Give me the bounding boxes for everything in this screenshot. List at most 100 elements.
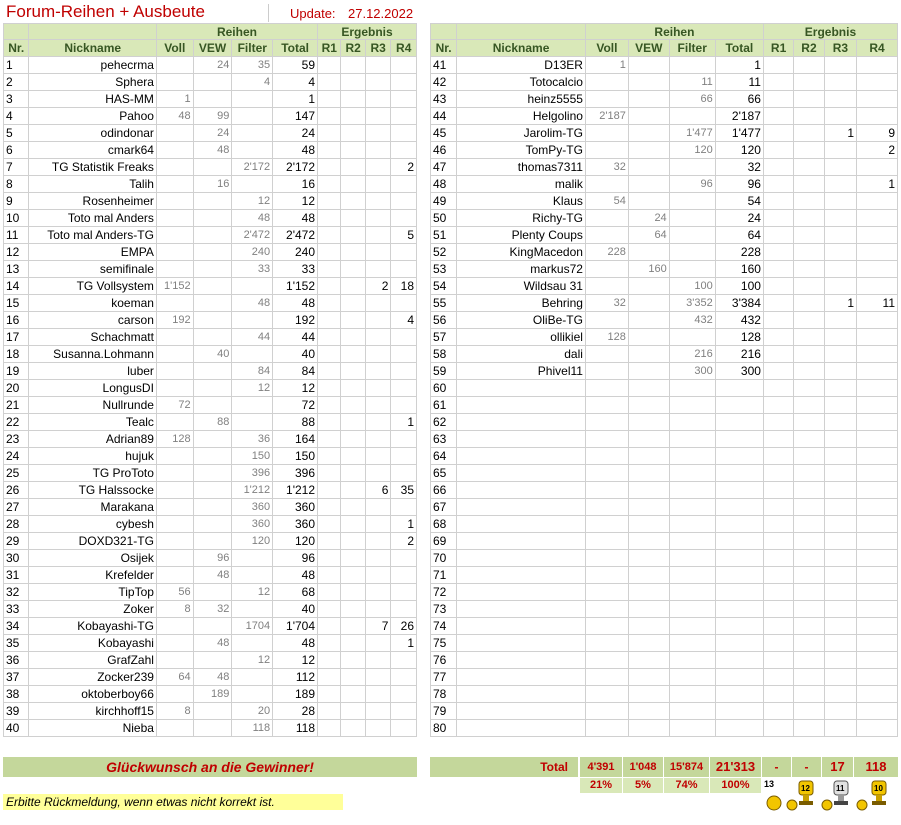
cell-r2[interactable] xyxy=(793,362,825,380)
cell-r4[interactable] xyxy=(856,73,898,91)
cell-r4[interactable] xyxy=(856,498,898,516)
cell-total[interactable]: 66 xyxy=(714,90,764,108)
cell-r1[interactable] xyxy=(317,277,342,295)
cell-total[interactable]: 360 xyxy=(272,498,319,516)
cell-vew[interactable] xyxy=(627,294,670,312)
cell-total[interactable]: 432 xyxy=(714,311,764,329)
cell-r1[interactable] xyxy=(317,124,342,142)
cell-r1[interactable] xyxy=(317,498,342,516)
cell-r4[interactable]: 5 xyxy=(390,226,417,244)
cell-r4[interactable] xyxy=(856,158,898,176)
cell-vew[interactable]: 99 xyxy=(192,107,233,125)
cell-voll[interactable] xyxy=(155,260,194,278)
cell-nickname[interactable]: luber xyxy=(28,362,157,380)
cell-r2[interactable] xyxy=(793,430,825,448)
cell-r1[interactable] xyxy=(317,90,342,108)
cell-filter[interactable] xyxy=(231,124,274,142)
cell-nickname[interactable]: Schachmatt xyxy=(28,328,157,346)
cell-voll[interactable] xyxy=(584,430,629,448)
cell-voll[interactable] xyxy=(584,651,629,669)
cell-nickname[interactable]: Marakana xyxy=(28,498,157,516)
cell-nickname[interactable] xyxy=(456,464,586,482)
cell-total[interactable]: 100 xyxy=(714,277,764,295)
cell-nr[interactable]: 61 xyxy=(429,396,458,414)
cell-r4[interactable] xyxy=(856,328,898,346)
cell-r4[interactable] xyxy=(856,447,898,465)
cell-filter[interactable]: 100 xyxy=(668,277,716,295)
cell-r2[interactable] xyxy=(793,226,825,244)
cell-r3[interactable] xyxy=(364,651,392,669)
cell-voll[interactable] xyxy=(155,498,194,516)
col-header-nr[interactable]: Nr. xyxy=(429,39,458,57)
cell-nr[interactable]: 6 xyxy=(2,141,30,159)
cell-total[interactable]: 48 xyxy=(272,294,319,312)
cell-filter[interactable]: 2'472 xyxy=(231,226,274,244)
cell-total[interactable]: 396 xyxy=(272,464,319,482)
cell-r2[interactable] xyxy=(340,362,366,380)
cell-r2[interactable] xyxy=(793,600,825,618)
cell-r4[interactable] xyxy=(390,566,417,584)
cell-total[interactable] xyxy=(714,413,764,431)
cell-nickname[interactable] xyxy=(456,396,586,414)
cell-r4[interactable]: 4 xyxy=(390,311,417,329)
cell-voll[interactable] xyxy=(584,413,629,431)
cell-nr[interactable]: 4 xyxy=(2,107,30,125)
cell-voll[interactable] xyxy=(155,73,194,91)
cell-filter[interactable] xyxy=(231,413,274,431)
cell-nickname[interactable]: Toto mal Anders-TG xyxy=(28,226,157,244)
cell-r1[interactable] xyxy=(317,158,342,176)
cell-r4[interactable] xyxy=(390,600,417,618)
cell-r3[interactable] xyxy=(823,430,858,448)
cell-r3[interactable] xyxy=(823,175,858,193)
cell-filter[interactable] xyxy=(668,634,716,652)
cell-filter[interactable]: 360 xyxy=(231,498,274,516)
cell-vew[interactable] xyxy=(192,498,233,516)
cell-r2[interactable] xyxy=(793,260,825,278)
cell-r3[interactable] xyxy=(823,464,858,482)
cell-r1[interactable] xyxy=(762,260,795,278)
cell-vew[interactable] xyxy=(627,685,670,703)
cell-r3[interactable] xyxy=(823,447,858,465)
cell-r2[interactable] xyxy=(793,447,825,465)
cell-r2[interactable] xyxy=(793,158,825,176)
cell-r4[interactable] xyxy=(856,651,898,669)
cell-r1[interactable] xyxy=(762,345,795,363)
cell-filter[interactable] xyxy=(668,447,716,465)
col-header-r2[interactable]: R2 xyxy=(793,39,825,57)
cell-r4[interactable]: 2 xyxy=(390,532,417,550)
cell-vew[interactable] xyxy=(627,430,670,448)
cell-r4[interactable] xyxy=(856,413,898,431)
cell-filter[interactable]: 120 xyxy=(231,532,274,550)
cell-total[interactable]: 72 xyxy=(272,396,319,414)
cell-r2[interactable] xyxy=(340,311,366,329)
cell-r2[interactable] xyxy=(340,345,366,363)
cell-r2[interactable] xyxy=(793,328,825,346)
cell-voll[interactable] xyxy=(584,447,629,465)
cell-nickname[interactable]: kirchhoff15 xyxy=(28,702,157,720)
cell-r2[interactable] xyxy=(340,192,366,210)
cell-voll[interactable]: 72 xyxy=(155,396,194,414)
cell-nr[interactable]: 5 xyxy=(2,124,30,142)
cell-total[interactable]: 2'472 xyxy=(272,226,319,244)
cell-r2[interactable] xyxy=(340,90,366,108)
cell-r4[interactable] xyxy=(390,328,417,346)
cell-voll[interactable] xyxy=(584,277,629,295)
cell-r2[interactable] xyxy=(340,158,366,176)
cell-vew[interactable] xyxy=(192,430,233,448)
cell-r2[interactable] xyxy=(793,719,825,737)
cell-r4[interactable] xyxy=(856,243,898,261)
cell-r1[interactable] xyxy=(762,124,795,142)
cell-nickname[interactable]: Klaus xyxy=(456,192,586,210)
cell-nickname[interactable]: semifinale xyxy=(28,260,157,278)
cell-r1[interactable] xyxy=(762,515,795,533)
cell-r3[interactable] xyxy=(364,141,392,159)
cell-filter[interactable]: 48 xyxy=(231,294,274,312)
cell-r4[interactable] xyxy=(390,260,417,278)
cell-vew[interactable] xyxy=(192,90,233,108)
cell-nr[interactable]: 59 xyxy=(429,362,458,380)
col-header-vew[interactable]: VEW xyxy=(192,39,233,57)
cell-r3[interactable] xyxy=(823,192,858,210)
col-header-total[interactable]: Total xyxy=(272,39,319,57)
cell-r1[interactable] xyxy=(317,583,342,601)
cell-r1[interactable] xyxy=(317,668,342,686)
